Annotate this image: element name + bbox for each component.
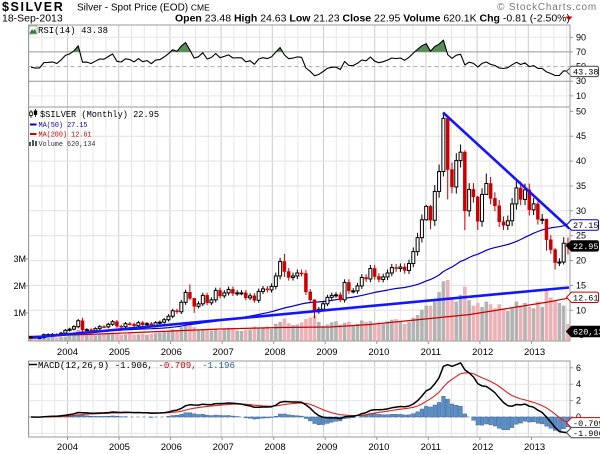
svg-text:MA(50) 27.15: MA(50) 27.15 [39,122,88,130]
svg-text:43.38: 43.38 [573,68,599,78]
svg-text:2004: 2004 [57,347,78,358]
svg-text:2008: 2008 [265,347,286,358]
svg-text:2010: 2010 [368,442,389,453]
svg-text:2012: 2012 [472,442,493,453]
svg-text:-1.906: -1.906 [573,429,600,439]
svg-text:MACD(12,26,9) -1.906, -0.709,: MACD(12,26,9) -1.906, -0.709, -1.196 [38,360,235,371]
svg-text:0: 0 [576,412,581,422]
svg-text:30: 30 [576,206,586,216]
svg-text:2012: 2012 [472,347,493,358]
svg-text:50: 50 [576,106,586,116]
svg-text:Open 23.48 High 24.63 Low 21.2: Open 23.48 High 24.63 Low 21.23 Close 22… [175,13,570,25]
svg-text:40: 40 [576,156,586,166]
svg-text:20: 20 [576,256,586,266]
svg-text:2009: 2009 [316,347,337,358]
svg-text:© StockCharts.com: © StockCharts.com [497,2,597,13]
svg-text:$SILVER: $SILVER [2,0,64,14]
svg-text:4: 4 [576,379,581,389]
svg-text:3M: 3M [13,254,26,264]
svg-text:22.95: 22.95 [573,242,599,252]
svg-text:2006: 2006 [161,442,182,453]
svg-text:10: 10 [576,91,586,101]
svg-text:6: 6 [576,363,581,373]
svg-text:2006: 2006 [161,347,182,358]
svg-text:15: 15 [576,280,586,290]
svg-text:25: 25 [576,231,586,241]
svg-text:2008: 2008 [265,442,286,453]
svg-text:2M: 2M [13,281,26,291]
svg-text:18-Sep-2013: 18-Sep-2013 [2,13,63,25]
svg-text:27.15: 27.15 [573,221,599,231]
svg-text:10: 10 [576,305,586,315]
svg-text:35: 35 [576,181,586,191]
svg-text:1M: 1M [13,308,26,318]
svg-text:-0.709: -0.709 [573,419,600,429]
svg-text:$SILVER (Monthly) 22.95: $SILVER (Monthly) 22.95 [40,109,159,120]
svg-text:45: 45 [576,131,586,141]
svg-text:2007: 2007 [213,442,234,453]
svg-text:30: 30 [576,76,586,86]
svg-text:2007: 2007 [213,347,234,358]
svg-text:Volume 620,134: Volume 620,134 [39,141,96,149]
svg-text:2: 2 [576,396,581,406]
svg-text:2005: 2005 [109,442,130,453]
svg-text:2009: 2009 [316,442,337,453]
svg-text:2013: 2013 [524,442,545,453]
svg-text:2010: 2010 [368,347,389,358]
svg-text:2013: 2013 [524,347,545,358]
svg-text:2011: 2011 [421,347,441,358]
svg-text:2005: 2005 [109,347,130,358]
svg-text:90: 90 [576,32,586,42]
svg-text:70: 70 [576,47,586,57]
svg-text:Silver - Spot Price (EOD) CME: Silver - Spot Price (EOD) CME [77,3,210,14]
svg-text:12.61: 12.61 [573,294,599,304]
svg-text:RSI(14) 43.38: RSI(14) 43.38 [38,25,108,36]
svg-text:2011: 2011 [421,442,441,453]
svg-text:620,134: 620,134 [573,328,600,338]
svg-text:2004: 2004 [57,442,78,453]
svg-text:MA(200) 12.61: MA(200) 12.61 [39,132,92,140]
